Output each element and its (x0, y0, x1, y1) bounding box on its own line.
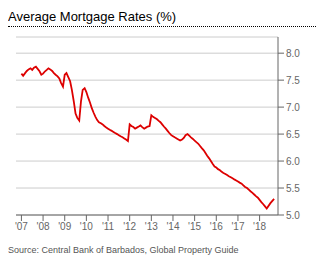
svg-text:'13: '13 (145, 221, 158, 232)
svg-text:6.5: 6.5 (286, 129, 300, 140)
svg-text:'14: '14 (166, 221, 179, 232)
svg-text:'18: '18 (253, 221, 266, 232)
svg-text:'15: '15 (188, 221, 201, 232)
html-text:Average Mortgage Rates (%): Average Mortgage Rates (%) (8, 9, 177, 24)
svg-text:'10: '10 (80, 221, 93, 232)
svg-text:7.5: 7.5 (286, 75, 300, 86)
svg-text:'07: '07 (15, 221, 28, 232)
svg-text:7.0: 7.0 (286, 102, 300, 113)
svg-text:5.0: 5.0 (286, 210, 300, 221)
html-text:Source: Central Bank of Barbad: Source: Central Bank of Barbados, Global… (8, 245, 239, 255)
svg-text:'12: '12 (123, 221, 136, 232)
svg-text:8.0: 8.0 (286, 48, 300, 59)
svg-text:'08: '08 (37, 221, 50, 232)
svg-text:'17: '17 (231, 221, 244, 232)
svg-text:6.0: 6.0 (286, 156, 300, 167)
svg-text:'16: '16 (210, 221, 223, 232)
svg-text:'09: '09 (58, 221, 71, 232)
svg-text:5.5: 5.5 (286, 183, 300, 194)
svg-text:'11: '11 (102, 221, 115, 232)
